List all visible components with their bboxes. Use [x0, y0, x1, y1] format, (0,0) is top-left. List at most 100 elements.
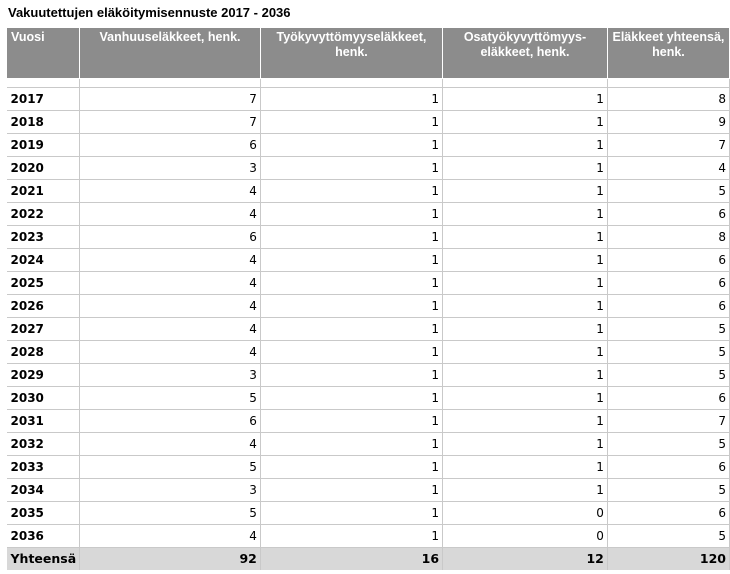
table-row: 2030 5 1 1 6 [6, 386, 730, 410]
year-cell: 2018 [6, 110, 81, 134]
disability-pensions-cell: 1 [260, 133, 444, 157]
pensions-total-cell: 5 [607, 363, 730, 387]
disability-pensions-cell: 1 [260, 478, 444, 502]
old-age-pensions-cell: 3 [79, 363, 261, 387]
disability-pensions-cell: 1 [260, 179, 444, 203]
pensions-total-cell: 7 [607, 133, 730, 157]
table-row: 2032 4 1 1 5 [6, 432, 730, 456]
disability-pensions-cell: 1 [260, 386, 444, 410]
old-age-pensions-cell: 5 [79, 455, 261, 479]
partial-disability-pensions-cell: 1 [442, 432, 608, 456]
year-cell: 2023 [6, 225, 81, 249]
table-row: 2034 3 1 1 5 [6, 478, 730, 502]
pensions-total-cell: 4 [607, 156, 730, 180]
disability-pensions-cell: 1 [260, 248, 444, 272]
table-row: 2017 7 1 1 8 [6, 87, 730, 111]
year-cell: 2025 [6, 271, 81, 295]
table-footer: Yhteensä 92 16 12 120 [6, 547, 730, 570]
pensions-total-cell: 7 [607, 409, 730, 433]
table-row: 2018 7 1 1 9 [6, 110, 730, 134]
disability-pensions-cell: 1 [260, 432, 444, 456]
report-title: Vakuutettujen eläköitymisennuste 2017 - … [8, 5, 291, 20]
column-header-pensions-total[interactable]: Eläkkeet yhteensä, henk. [606, 28, 730, 79]
partial-disability-pensions-cell: 1 [442, 156, 608, 180]
pensions-total-cell: 5 [607, 179, 730, 203]
year-cell: 2019 [6, 133, 81, 157]
year-cell: 2026 [6, 294, 81, 318]
year-cell: 2027 [6, 317, 81, 341]
total-old-age-pensions: 92 [79, 547, 261, 570]
pensions-total-cell: 6 [607, 455, 730, 479]
partial-disability-pensions-cell: 1 [442, 294, 608, 318]
old-age-pensions-cell: 4 [79, 340, 261, 364]
partial-disability-pensions-cell: 0 [442, 524, 608, 548]
pensions-total-cell: 6 [607, 202, 730, 226]
disability-pensions-cell: 1 [260, 455, 444, 479]
old-age-pensions-cell: 5 [79, 501, 261, 525]
old-age-pensions-cell: 7 [79, 110, 261, 134]
disability-pensions-cell: 1 [260, 87, 444, 111]
disability-pensions-cell: 1 [260, 294, 444, 318]
partial-disability-pensions-cell: 0 [442, 501, 608, 525]
disability-pensions-cell: 1 [260, 501, 444, 525]
table-header: Vuosi Vanhuuseläkkeet, henk. Työkyvyttöm… [5, 28, 730, 79]
partial-disability-pensions-cell: 1 [442, 317, 608, 341]
partial-disability-pensions-cell: 1 [442, 133, 608, 157]
disability-pensions-cell: 1 [260, 156, 444, 180]
table-row: 2023 6 1 1 8 [6, 225, 730, 249]
old-age-pensions-cell: 4 [79, 524, 261, 548]
old-age-pensions-cell: 5 [79, 386, 261, 410]
table-row: 2033 5 1 1 6 [6, 455, 730, 479]
year-cell: 2034 [6, 478, 81, 502]
old-age-pensions-cell: 4 [79, 248, 261, 272]
year-cell: 2036 [6, 524, 81, 548]
partial-disability-pensions-cell: 1 [442, 225, 608, 249]
year-cell: 2030 [6, 386, 81, 410]
pensions-total-cell: 5 [607, 340, 730, 364]
partial-disability-pensions-cell: 1 [442, 363, 608, 387]
pensions-total-cell: 6 [607, 294, 730, 318]
table-row: 2021 4 1 1 5 [6, 179, 730, 203]
column-header-disability-pensions[interactable]: Työkyvyttömyyseläkkeet, henk. [259, 28, 444, 79]
partial-disability-pensions-cell: 1 [442, 386, 608, 410]
old-age-pensions-cell: 4 [79, 432, 261, 456]
pensions-total-cell: 6 [607, 271, 730, 295]
disability-pensions-cell: 1 [260, 340, 444, 364]
partial-disability-pensions-cell: 1 [442, 179, 608, 203]
old-age-pensions-cell: 3 [79, 478, 261, 502]
pensions-total-cell: 9 [607, 110, 730, 134]
disability-pensions-cell: 1 [260, 225, 444, 249]
total-disability-pensions: 16 [260, 547, 444, 570]
totals-label: Yhteensä [6, 547, 81, 570]
year-cell: 2021 [6, 179, 81, 203]
old-age-pensions-cell: 4 [79, 317, 261, 341]
old-age-pensions-cell: 7 [79, 87, 261, 111]
year-cell: 2017 [6, 87, 81, 111]
total-partial-disability-pensions: 12 [442, 547, 608, 570]
old-age-pensions-cell: 6 [79, 409, 261, 433]
pensions-total-cell: 5 [607, 478, 730, 502]
pensions-total-cell: 6 [607, 501, 730, 525]
disability-pensions-cell: 1 [260, 363, 444, 387]
table-row: 2022 4 1 1 6 [6, 202, 730, 226]
table-row: 2029 3 1 1 5 [6, 363, 730, 387]
year-cell: 2032 [6, 432, 81, 456]
year-cell: 2033 [6, 455, 81, 479]
year-cell: 2029 [6, 363, 81, 387]
column-header-year[interactable]: Vuosi [5, 28, 81, 79]
table-row: 2027 4 1 1 5 [6, 317, 730, 341]
column-header-partial-disability-pensions[interactable]: Osatyökyvyttömyys-eläkkeet, henk. [442, 28, 608, 79]
pensions-total-cell: 5 [607, 524, 730, 548]
year-cell: 2024 [6, 248, 81, 272]
disability-pensions-cell: 1 [260, 409, 444, 433]
partial-disability-pensions-cell: 1 [442, 478, 608, 502]
totals-row: Yhteensä 92 16 12 120 [6, 547, 730, 570]
column-header-old-age-pensions[interactable]: Vanhuuseläkkeet, henk. [79, 28, 261, 79]
old-age-pensions-cell: 6 [79, 225, 261, 249]
old-age-pensions-cell: 3 [79, 156, 261, 180]
old-age-pensions-cell: 4 [79, 271, 261, 295]
pensions-total-cell: 5 [607, 317, 730, 341]
year-cell: 2035 [6, 501, 81, 525]
partial-disability-pensions-cell: 1 [442, 455, 608, 479]
table-row: 2031 6 1 1 7 [6, 409, 730, 433]
